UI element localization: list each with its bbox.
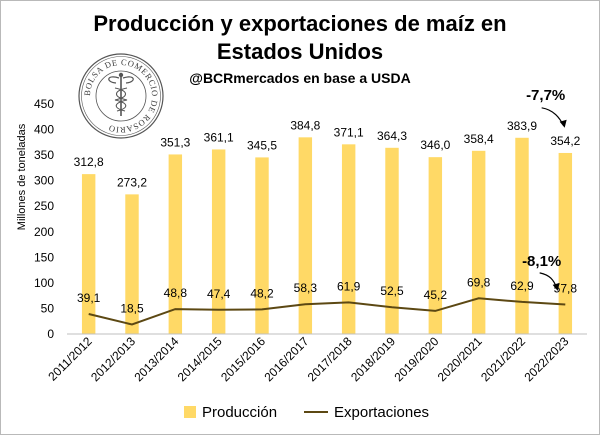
legend-label-exportaciones: Exportaciones — [334, 404, 429, 421]
exports-data-labels: 39,1 18,5 48,8 47,4 48,2 58,3 61,9 52,5 45,2 69,8… — [77, 275, 577, 315]
production-bar — [471, 150, 486, 334]
production-bar — [428, 157, 443, 334]
production-bar — [341, 144, 356, 334]
y-tick-label: 400 — [34, 123, 54, 137]
production-bar — [125, 194, 139, 334]
production-bar — [385, 147, 399, 334]
x-tick-label: 2020/2021 — [435, 334, 485, 384]
production-bar — [211, 149, 226, 334]
exports-data-label: 48,2 — [250, 286, 274, 300]
annotation-produccion: -7,7% — [526, 87, 565, 104]
y-tick-label: 150 — [34, 250, 54, 264]
production-bar — [168, 154, 183, 334]
production-bar — [255, 157, 269, 334]
production-data-label: 383,9 — [507, 119, 537, 133]
bcr-logo: BOLSA DE COMERCIO DE ROSARIO — [78, 53, 164, 139]
exports-data-label: 47,4 — [207, 287, 231, 301]
x-axis-ticks: 2011/20122012/20132013/20142014/20152015… — [45, 334, 571, 384]
exports-data-label: 58,3 — [294, 281, 318, 295]
annotation-arrowhead-exportaciones — [552, 282, 560, 291]
y-axis-label: Millones de toneladas — [16, 123, 28, 230]
exports-line-group — [88, 297, 566, 326]
annotation-arrow-produccion — [541, 107, 565, 127]
x-tick-label: 2019/2020 — [391, 334, 441, 384]
y-tick-label: 200 — [34, 225, 54, 239]
exports-data-label: 61,9 — [337, 279, 361, 293]
production-data-label: 354,2 — [550, 134, 580, 148]
chart-title-line1: Producción y exportaciones de maíz en — [93, 11, 506, 36]
production-data-label: 346,0 — [420, 138, 450, 152]
production-bar — [515, 137, 529, 334]
y-tick-label: 350 — [34, 148, 54, 162]
production-bar — [558, 152, 573, 334]
x-tick-label: 2013/2014 — [131, 334, 181, 384]
production-data-label: 351,3 — [160, 135, 190, 149]
annotations: -7,7% -8,1% — [522, 87, 567, 291]
annotation-exportaciones: -8,1% — [522, 253, 561, 270]
production-data-label: 312,8 — [74, 155, 104, 169]
production-data-label: 371,1 — [334, 125, 364, 139]
production-bar — [81, 174, 96, 334]
exports-data-label: 48,8 — [164, 286, 188, 300]
x-tick-label: 2016/2017 — [261, 334, 311, 384]
x-tick-label: 2021/2022 — [478, 334, 528, 384]
y-tick-label: 300 — [34, 174, 54, 188]
exports-data-label: 69,8 — [467, 275, 491, 289]
x-tick-label: 2011/2012 — [45, 334, 95, 384]
exports-data-label: 39,1 — [77, 291, 101, 305]
x-tick-label: 2014/2015 — [175, 334, 225, 384]
production-bars — [81, 137, 573, 334]
y-tick-label: 50 — [41, 301, 55, 315]
y-tick-label: 0 — [47, 327, 54, 341]
y-tick-label: 100 — [34, 276, 54, 290]
exports-data-label: 45,2 — [424, 288, 448, 302]
x-tick-label: 2015/2016 — [218, 334, 268, 384]
y-tick-label: 450 — [34, 97, 54, 111]
legend: Producción Exportaciones — [184, 404, 429, 421]
production-data-label: 361,1 — [204, 130, 234, 144]
x-tick-label: 2017/2018 — [305, 334, 355, 384]
production-data-label: 358,4 — [464, 132, 494, 146]
x-tick-label: 2018/2019 — [348, 334, 398, 384]
chart-title-line2: Estados Unidos — [217, 39, 383, 64]
production-data-label: 345,5 — [247, 138, 277, 152]
x-tick-label: 2022/2023 — [521, 334, 571, 384]
exports-data-label: 62,9 — [510, 279, 534, 293]
x-tick-label: 2012/2013 — [88, 334, 138, 384]
production-data-label: 273,2 — [117, 175, 147, 189]
exports-data-label: 57,8 — [554, 281, 578, 295]
exports-line — [88, 297, 566, 326]
production-bar — [298, 137, 313, 334]
exports-data-label: 18,5 — [120, 302, 144, 316]
production-data-label: 364,3 — [377, 129, 407, 143]
legend-swatch-produccion — [184, 406, 196, 418]
exports-data-label: 52,5 — [380, 284, 404, 298]
production-data-label: 384,8 — [290, 118, 320, 132]
production-data-labels: 312,8 273,2 351,3 361,1 345,5 384,8 371,1 364,3… — [74, 118, 581, 189]
legend-label-produccion: Producción — [202, 404, 277, 421]
annotation-arrowhead-produccion — [559, 119, 567, 128]
chart-subtitle: @BCRmercados en base a USDA — [189, 70, 410, 86]
y-axis-ticks: 0 50 100 150 200 250 300 350 400 450 — [34, 97, 54, 341]
y-tick-label: 250 — [34, 199, 54, 213]
